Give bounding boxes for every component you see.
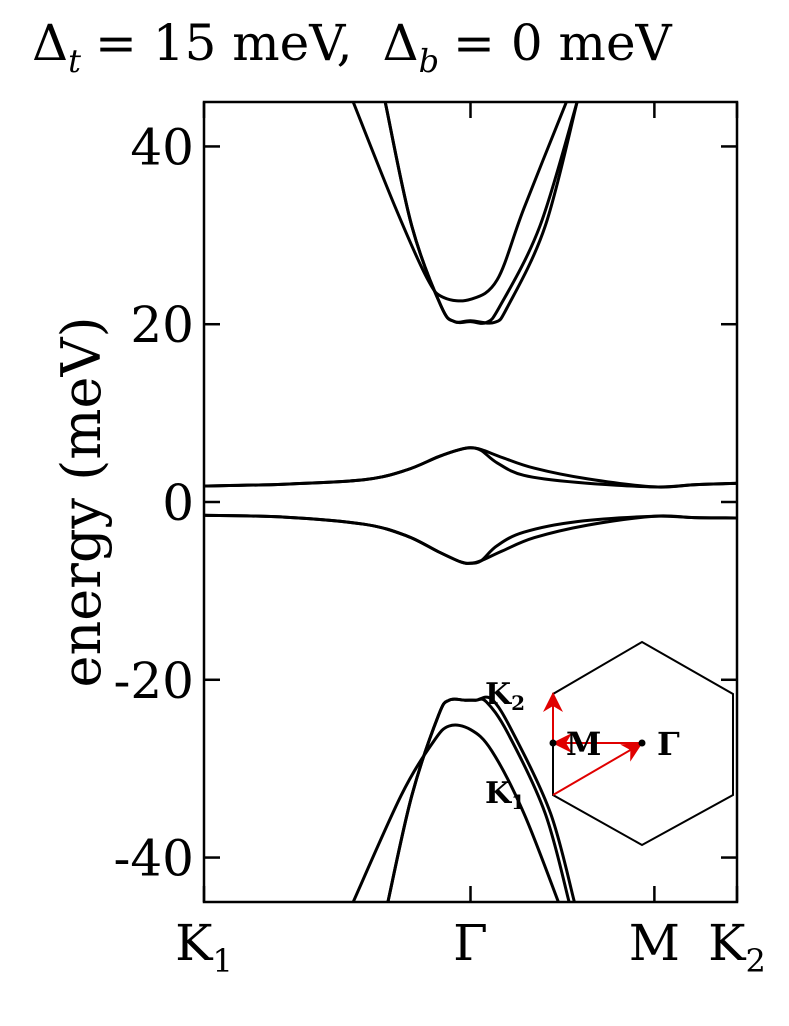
x-tick-label: K2 <box>708 914 766 980</box>
inset-m-label: M <box>566 725 601 763</box>
y-tick-label: 0 <box>162 474 194 532</box>
y-tick-label: 20 <box>130 296 194 354</box>
axes-box <box>202 100 739 904</box>
delta-b-symbol: Δ <box>382 14 418 72</box>
y-tick-label: 40 <box>130 118 194 176</box>
band-line-9 <box>386 697 571 902</box>
delta-t-value: = 15 meV, <box>95 14 353 72</box>
inset-k1-label: K1 <box>485 776 525 814</box>
y-axis-label: energy (meV) <box>50 316 113 687</box>
m-point <box>549 739 557 747</box>
delta-t-symbol: Δ <box>32 14 68 72</box>
delta-t-subscript: t <box>68 42 81 80</box>
k1-to-gamma-arrow <box>552 742 643 796</box>
band-line-8 <box>351 723 560 902</box>
y-ticks: 40 20 0 -20 -40 <box>113 118 737 888</box>
x-tick-label: K1 <box>175 914 233 980</box>
band-structure-chart: 40 20 0 -20 -40 K1 Γ M K2 energy (meV) K2 M Γ K… <box>50 100 766 980</box>
gamma-point <box>638 739 646 747</box>
chart-title: Δt = 15 meV, Δb = 0 meV <box>32 14 673 80</box>
x-tick-label: M <box>629 914 680 972</box>
inset-k2-label: K2 <box>485 677 525 715</box>
x-ticks: K1 Γ M K2 <box>175 102 766 980</box>
band-line-7 <box>204 513 737 565</box>
band-line-6 <box>204 513 737 565</box>
band-line-4 <box>204 446 737 489</box>
band-line-3 <box>383 102 579 325</box>
delta-b-value: = 0 meV <box>453 14 672 72</box>
inset-gamma-label: Γ <box>657 725 680 763</box>
band-line-10 <box>386 695 576 902</box>
brillouin-zone-inset: K2 M Γ K1 <box>485 640 734 847</box>
svg-text:Δt= 15 meV, Δb= 0 meV: Δt = 15 meV, Δb = 0 meV <box>32 14 673 80</box>
band-line-5 <box>204 446 737 489</box>
y-tick-label: -20 <box>113 652 194 710</box>
plot-frame <box>202 100 739 904</box>
x-tick-label: Γ <box>453 914 488 972</box>
y-tick-label: -40 <box>113 830 194 888</box>
band-lines <box>204 102 737 902</box>
band-line-1 <box>351 102 568 303</box>
delta-b-subscript: b <box>419 42 439 80</box>
